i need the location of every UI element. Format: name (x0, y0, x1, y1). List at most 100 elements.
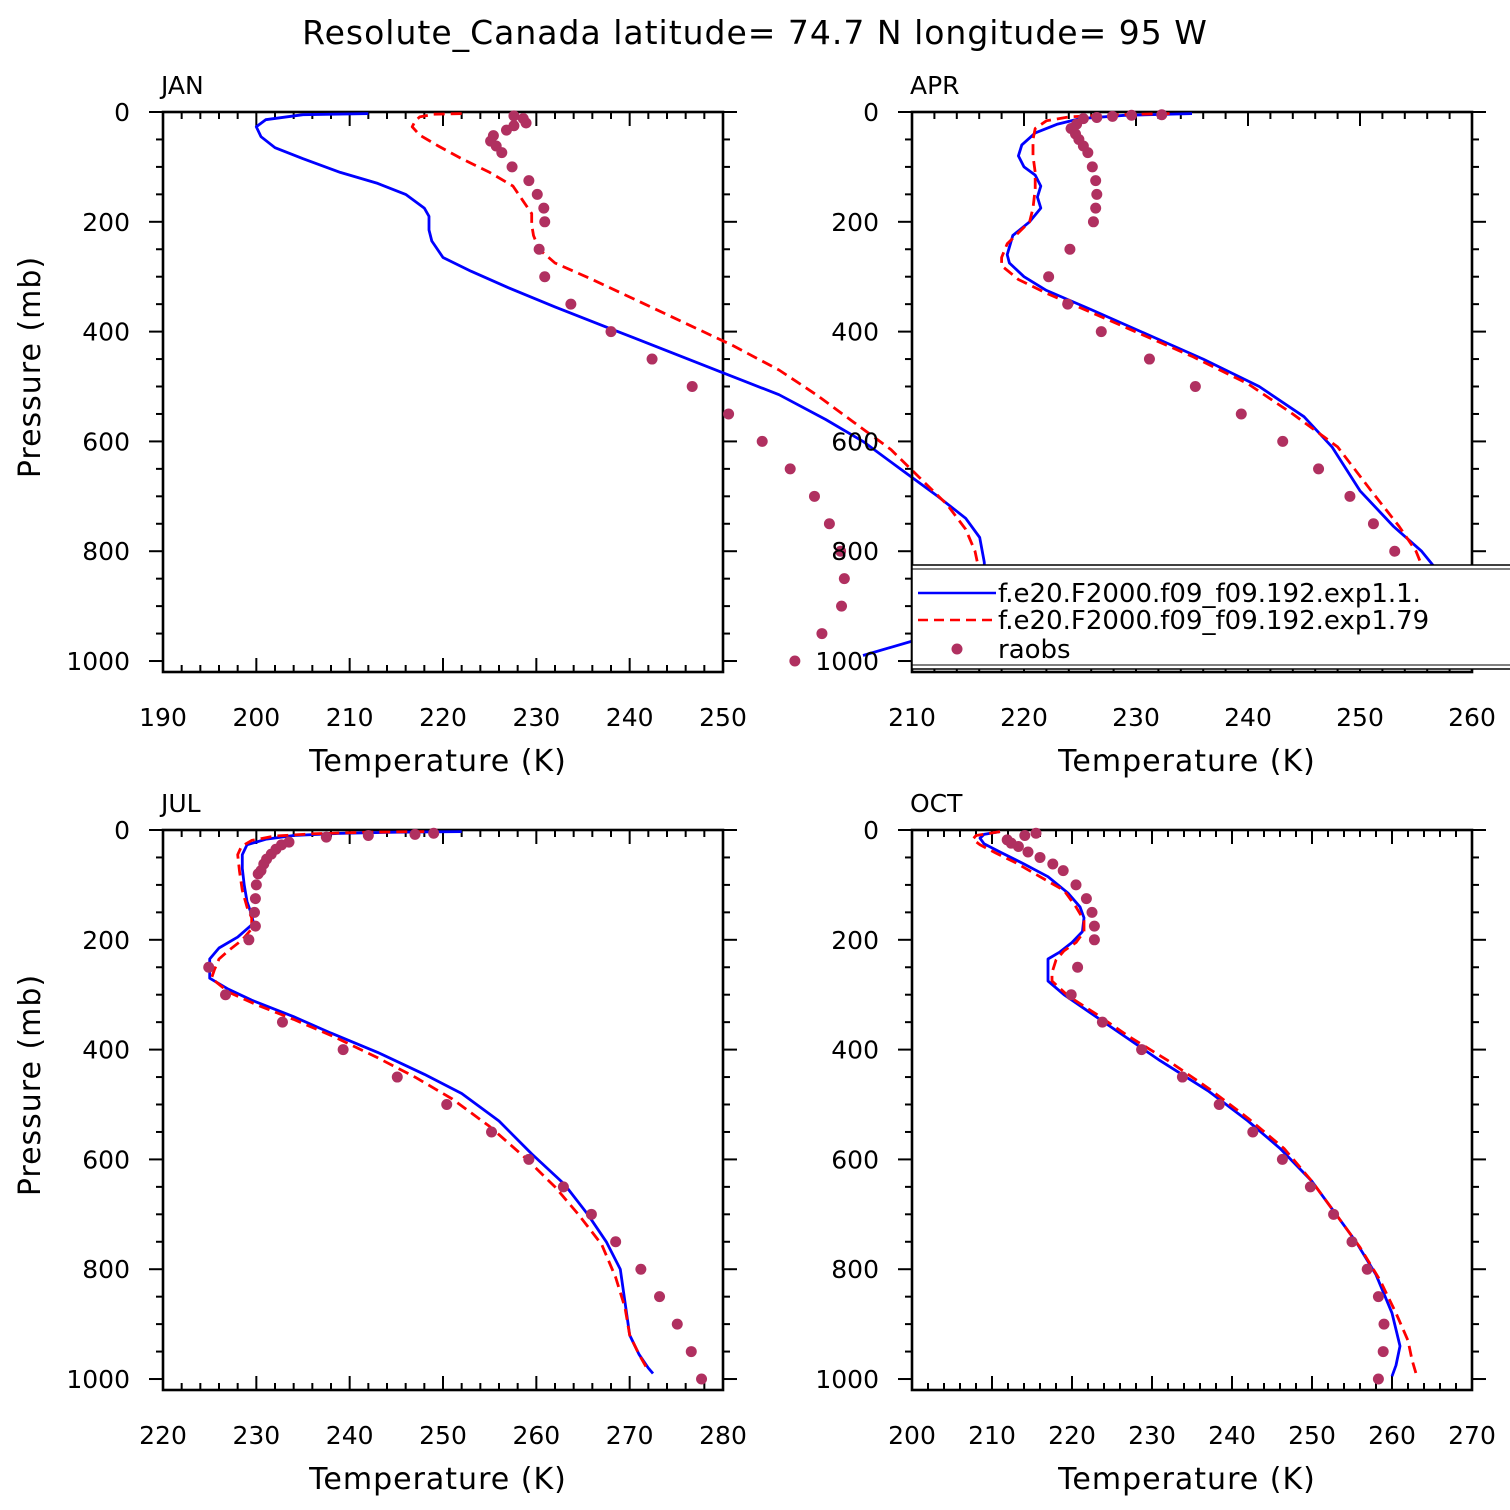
panel-jul-raobs-point (220, 989, 232, 1001)
panel-jul: 220 230 240 250 260 270 280 0 200 400 600 800 1000 JU… (13, 789, 747, 1497)
panel-apr-ytick-label: 400 (831, 318, 879, 347)
panel-jan-raobs-point (506, 161, 518, 173)
panel-apr-raobs-point (1090, 175, 1102, 187)
panel-apr-ytick-label: 600 (831, 427, 879, 456)
panel-apr-exp1-79-line (1000, 112, 1431, 657)
panel-apr-xtick-label: 210 (888, 703, 936, 732)
panel-jan-xlabel: Temperature (K) (308, 744, 567, 779)
panel-oct-raobs-point (1030, 827, 1042, 839)
panel-jul-raobs-point (523, 1153, 535, 1165)
panel-oct-xtick-label: 270 (1448, 1421, 1496, 1450)
panel-jan-raobs-point (500, 124, 512, 136)
panel-apr-raobs-point (1106, 110, 1118, 122)
panel-jul-raobs-point (249, 920, 261, 932)
legend: f.e20.F2000.f09_f09.192.exp1.1. f.e20.F2… (911, 564, 1510, 670)
panel-jan-raobs-point (508, 110, 520, 122)
panel-jul-raobs-point (486, 1126, 498, 1138)
panel-jul-ytick-label: 200 (82, 926, 130, 955)
panel-jan-xtick-label: 220 (419, 703, 467, 732)
panel-jul-raobs-point (250, 879, 262, 891)
panel-oct-raobs-point (1304, 1181, 1316, 1193)
panel-oct-xtick-label: 240 (1208, 1421, 1256, 1450)
panel-jul-raobs-point (610, 1236, 622, 1248)
panel-apr-raobs-point (1086, 161, 1098, 173)
panel-apr-xtick-label: 230 (1112, 703, 1160, 732)
panel-jul-raobs-point (671, 1318, 683, 1330)
panel-jan-title: JAN (159, 71, 204, 100)
panel-apr-raobs-point (1091, 111, 1103, 123)
panel-jul-xtick-label: 250 (419, 1421, 467, 1450)
panel-apr-raobs-point (1277, 435, 1289, 447)
panel-jul-raobs-point (635, 1263, 647, 1275)
panel-jul-ytick-label: 1000 (66, 1365, 130, 1394)
panel-jan-ytick-label: 800 (82, 537, 130, 566)
panel-jan-raobs-point (835, 545, 847, 557)
panel-apr-xtick-label: 240 (1224, 703, 1272, 732)
panel-oct-raobs-point (1276, 1153, 1288, 1165)
panel-jan-raobs-point (784, 463, 796, 475)
panel-jan-raobs-point (838, 573, 850, 585)
panel-jan-raobs-point (808, 490, 820, 502)
panel-jan-raobs-point (789, 655, 801, 667)
panel-oct-title: OCT (910, 789, 963, 818)
panel-jul-raobs-point (249, 893, 261, 905)
panel-oct-raobs-point (1034, 851, 1046, 863)
panel-jul-raobs-point (248, 906, 260, 918)
panel-jan-raobs-point (531, 188, 543, 200)
panel-jul-raobs-point (557, 1181, 569, 1193)
panel-apr-raobs-point (1087, 216, 1099, 228)
panel-apr-ytick-label: 800 (831, 537, 879, 566)
panel-apr-raobs-point (1126, 109, 1138, 121)
panel-oct-raobs-point (1361, 1263, 1373, 1275)
panel-oct-raobs-point (1377, 1346, 1389, 1358)
panel-jul-xlabel: Temperature (K) (308, 1462, 567, 1497)
panel-jan-raobs-point (686, 381, 698, 393)
panel-jul-raobs-point (441, 1099, 453, 1111)
panel-oct-raobs-point (1088, 934, 1100, 946)
panel-jul-raobs-point (337, 1044, 349, 1056)
legend-label-red: f.e20.F2000.f09_f09.192.exp1.79 (998, 606, 1429, 636)
panel-jan-raobs-point (533, 243, 545, 255)
panel-jan-raobs-point (565, 298, 577, 310)
panel-jan-raobs-point (646, 353, 658, 365)
panel-jan: 190 200 210 220 230 240 250 0 200 400 600 800 1000 JA… (13, 71, 986, 779)
panel-oct-ytick-label: 800 (831, 1255, 879, 1284)
panel-jan-raobs-point (756, 435, 768, 447)
figure-title: Resolute_Canada latitude= 74.7 N longitu… (302, 13, 1208, 52)
panel-apr-xtick-label: 250 (1336, 703, 1384, 732)
panel-oct-raobs-point (1012, 840, 1024, 852)
panel-jul-ylabel: Pressure (mb) (13, 974, 48, 1196)
panel-jul-xtick-label: 230 (232, 1421, 280, 1450)
panel-jan-raobs-point (605, 326, 617, 338)
panel-jul-title: JUL (159, 789, 201, 818)
panel-jan-raobs-point (520, 117, 532, 129)
panel-oct-xtick-label: 220 (1048, 1421, 1096, 1450)
panel-apr-raobs-point (1189, 381, 1201, 393)
panel-jan-xtick-label: 250 (699, 703, 747, 732)
panel-jan-ytick-label: 400 (82, 318, 130, 347)
panel-jan-raobs-point (496, 147, 508, 159)
panel-jul-xtick-label: 220 (139, 1421, 187, 1450)
panel-oct-raobs-point (1022, 846, 1034, 858)
panel-jul-raobs-point (276, 1016, 288, 1028)
panel-apr-raobs-point (1082, 147, 1094, 159)
panel-apr-raobs-point (1313, 463, 1325, 475)
panel-oct-xtick-label: 250 (1288, 1421, 1336, 1450)
panel-apr-frame (910, 110, 1474, 674)
panel-jan-raobs-point (723, 408, 735, 420)
panel-oct-raobs-point (1247, 1126, 1259, 1138)
panel-jan-exp1-1-line (254, 112, 986, 657)
panel-apr-raobs-point (1064, 243, 1076, 255)
panel-jul-raobs-point (654, 1291, 666, 1303)
panel-jan-ylabel: Pressure (mb) (13, 256, 48, 478)
panel-jul-raobs-point (696, 1373, 708, 1385)
panel-jul-frame (161, 828, 725, 1392)
panel-oct-xtick-label: 260 (1368, 1421, 1416, 1450)
panel-oct-raobs-point (1176, 1071, 1188, 1083)
panel-jan-raobs-point (823, 518, 835, 530)
panel-jul-raobs-point (362, 829, 374, 841)
panel-jan-ytick-label: 600 (82, 427, 130, 456)
panel-jan-xtick-label: 210 (326, 703, 374, 732)
panel-jul-xtick-label: 270 (606, 1421, 654, 1450)
panel-jul-xtick-label: 240 (326, 1421, 374, 1450)
